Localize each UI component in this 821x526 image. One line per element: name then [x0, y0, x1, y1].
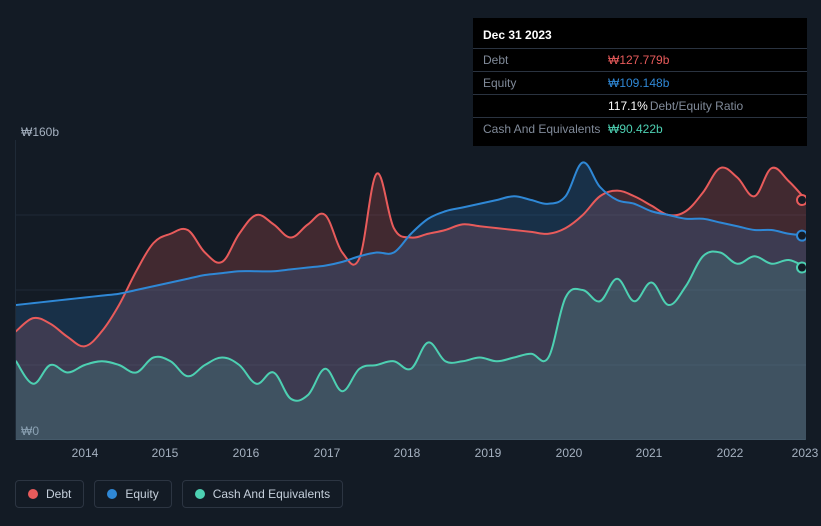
legend-item-label: Debt [46, 487, 71, 501]
x-axis-tick: 2019 [475, 446, 502, 460]
tooltip-row-extra: Debt/Equity Ratio [650, 99, 743, 113]
tooltip-row-value: ₩90.422b [608, 122, 663, 136]
chart-legend: Debt Equity Cash And Equivalents [15, 480, 343, 508]
x-axis: 2014201520162017201820192020202120222023 [15, 446, 805, 462]
tooltip-row: Debt₩127.779b [473, 49, 807, 72]
tooltip-row: Equity₩109.148b [473, 72, 807, 95]
x-axis-tick: 2020 [556, 446, 583, 460]
legend-item-equity[interactable]: Equity [94, 480, 171, 508]
x-axis-tick: 2022 [717, 446, 744, 460]
legend-dot-icon [107, 489, 117, 499]
tooltip-row-label [483, 99, 608, 113]
x-axis-tick: 2014 [72, 446, 99, 460]
tooltip-row-value: ₩127.779b [608, 53, 669, 67]
series-end-marker [797, 263, 806, 273]
x-axis-tick: 2015 [152, 446, 179, 460]
legend-dot-icon [28, 489, 38, 499]
legend-item-debt[interactable]: Debt [15, 480, 84, 508]
series-end-marker [797, 195, 806, 205]
x-axis-tick: 2023 [792, 446, 819, 460]
x-axis-tick: 2016 [233, 446, 260, 460]
tooltip-row-label: Cash And Equivalents [483, 122, 608, 136]
legend-item-label: Cash And Equivalents [213, 487, 330, 501]
chart-tooltip: Dec 31 2023 Debt₩127.779bEquity₩109.148b… [473, 18, 807, 146]
tooltip-row: Cash And Equivalents₩90.422b [473, 118, 807, 140]
x-axis-tick: 2021 [636, 446, 663, 460]
chart-plot-area[interactable] [15, 140, 805, 440]
legend-item-label: Equity [125, 487, 158, 501]
chart-svg [16, 140, 806, 440]
tooltip-row-label: Equity [483, 76, 608, 90]
tooltip-date: Dec 31 2023 [473, 24, 807, 49]
x-axis-tick: 2018 [394, 446, 421, 460]
legend-dot-icon [195, 489, 205, 499]
tooltip-row-value: ₩109.148b [608, 76, 669, 90]
x-axis-tick: 2017 [314, 446, 341, 460]
tooltip-row: 117.1% Debt/Equity Ratio [473, 95, 807, 118]
tooltip-row-label: Debt [483, 53, 608, 67]
y-axis-max-label: ₩160b [21, 125, 59, 139]
tooltip-row-value: 117.1% [608, 99, 648, 113]
legend-item-cash-and-equivalents[interactable]: Cash And Equivalents [182, 480, 343, 508]
series-end-marker [797, 231, 806, 241]
